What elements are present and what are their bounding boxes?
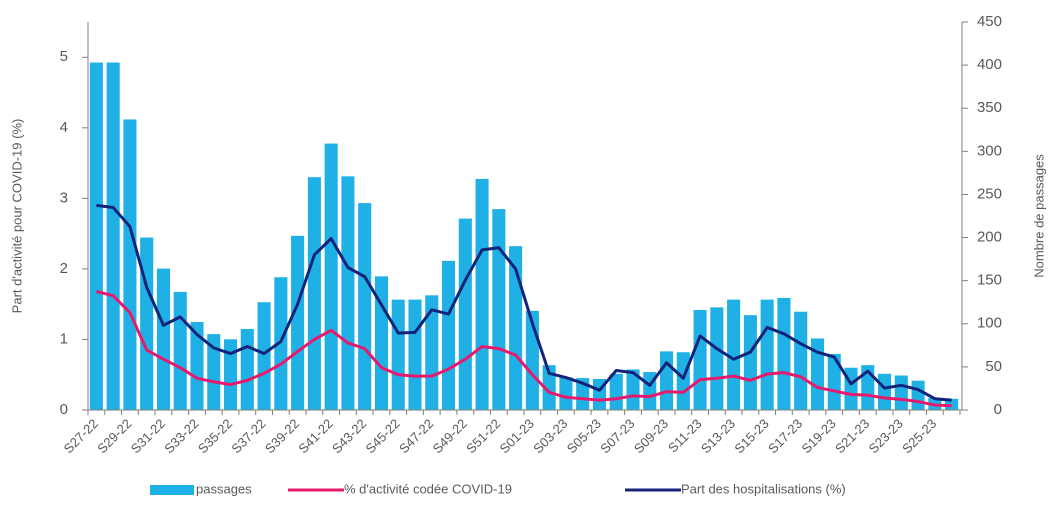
bar — [89, 62, 103, 410]
bar — [911, 380, 925, 410]
y2-tick-label: 100 — [977, 315, 1002, 332]
line — [96, 290, 952, 408]
legend-label: % d'activité codée COVID-19 — [344, 481, 512, 496]
bar — [509, 246, 523, 410]
x-tick-label: S17-23 — [765, 416, 805, 456]
bar — [190, 322, 204, 410]
y2-tick-label: 0 — [994, 401, 1002, 418]
x-tick-label: S37-22 — [228, 416, 268, 456]
bar — [458, 218, 472, 410]
bar — [626, 369, 640, 410]
bar — [760, 299, 774, 410]
y2-axis-label: Nombre de passages — [1031, 154, 1046, 278]
bar — [324, 143, 338, 410]
bar — [240, 328, 254, 410]
x-tick-label: S47-22 — [396, 416, 436, 456]
y-tick-label: 0 — [60, 401, 68, 418]
y-tick-label: 4 — [60, 119, 68, 136]
bar — [441, 260, 456, 410]
bar — [123, 119, 137, 410]
y2-tick-label: 450 — [977, 13, 1002, 30]
bar — [810, 338, 825, 410]
bar — [223, 339, 238, 410]
x-tick-label: S21-23 — [832, 416, 872, 456]
x-tick-label: S13-23 — [698, 416, 738, 456]
bar — [274, 277, 288, 410]
x-tick-label: S07-23 — [597, 416, 637, 456]
legend-label: passages — [196, 481, 252, 496]
bar — [727, 299, 741, 410]
bar — [559, 377, 573, 410]
y2-tick-label: 250 — [977, 185, 1002, 202]
bar — [341, 176, 355, 410]
x-tick-label: S11-23 — [665, 416, 705, 456]
legend-label: Part des hospitalisations (%) — [681, 481, 846, 496]
x-tick-label: S31-22 — [128, 416, 168, 456]
bar — [358, 203, 372, 410]
bar — [794, 311, 808, 410]
y2-tick-label: 200 — [977, 229, 1002, 246]
legend-swatch — [150, 485, 194, 495]
x-tick-label: S41-22 — [295, 416, 335, 456]
bar — [743, 315, 757, 410]
bar — [207, 334, 221, 410]
x-tick-label: S33-22 — [161, 416, 201, 456]
bar — [542, 365, 556, 410]
bar — [827, 353, 841, 410]
x-tick-label: S49-22 — [430, 416, 470, 456]
bar — [609, 373, 623, 410]
bar — [676, 352, 690, 410]
bar — [408, 299, 422, 410]
x-tick-label: S45-22 — [363, 416, 403, 456]
y2-tick-label: 400 — [977, 56, 1002, 73]
x-tick-label: S39-22 — [262, 416, 302, 456]
x-tick-label: S27-22 — [61, 416, 101, 456]
y-tick-label: 5 — [60, 48, 68, 65]
bar — [257, 302, 271, 410]
y2-tick-label: 300 — [977, 142, 1002, 159]
x-tick-label: S29-22 — [94, 416, 134, 456]
bar — [307, 177, 321, 410]
bar — [894, 375, 908, 410]
x-tick-label: S03-23 — [530, 416, 570, 456]
y2-tick-label: 50 — [985, 358, 1002, 375]
bar — [777, 297, 791, 410]
bar — [877, 373, 892, 410]
x-tick-label: S51-22 — [463, 416, 503, 456]
bar — [106, 62, 120, 410]
bar — [425, 295, 439, 410]
bar — [140, 237, 154, 410]
x-tick-label: S15-23 — [731, 416, 771, 456]
y-tick-label: 2 — [60, 260, 68, 277]
line — [96, 203, 952, 402]
x-tick-label: S43-22 — [329, 416, 369, 456]
x-tick-label: S25-23 — [899, 416, 939, 456]
bar — [291, 235, 305, 410]
bar — [693, 309, 707, 410]
bar — [156, 268, 171, 410]
x-tick-label: S01-23 — [497, 416, 537, 456]
y-tick-label: 1 — [60, 330, 68, 347]
y2-tick-label: 350 — [977, 99, 1002, 116]
x-tick-label: S19-23 — [799, 416, 839, 456]
y-tick-label: 3 — [60, 189, 68, 206]
bar — [659, 351, 674, 410]
y-axis-label: Part d'activité pour COVID-19 (%) — [9, 119, 24, 314]
bar — [475, 178, 489, 410]
y2-tick-label: 150 — [977, 272, 1002, 289]
x-tick-label: S35-22 — [195, 416, 235, 456]
x-tick-label: S05-23 — [564, 416, 604, 456]
bar — [391, 299, 405, 410]
bar — [492, 209, 506, 410]
bar — [710, 307, 724, 410]
x-tick-label: S23-23 — [866, 416, 906, 456]
bar — [173, 291, 187, 410]
x-tick-label: S09-23 — [631, 416, 671, 456]
